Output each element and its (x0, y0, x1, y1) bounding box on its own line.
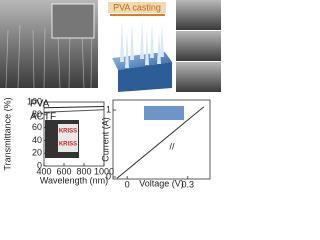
x-axis-label: Wavelength (nm) (40, 175, 108, 185)
x-axis-label: Voltage (V) (139, 178, 184, 188)
y-axis-label: Current (A) (100, 117, 110, 162)
plot-frame (112, 99, 211, 180)
y-tick-label: 40 (32, 135, 42, 145)
process-label-bg (108, 2, 166, 13)
x-tick-label: 0 (125, 179, 130, 189)
axis-break: // (169, 141, 175, 151)
data-line (43, 106, 105, 109)
data-line (43, 109, 105, 113)
x-tick-label: 800 (76, 166, 91, 176)
y-tick-label: 60 (32, 122, 42, 132)
figure: PVA casting KRISS KRISS // 400 600 800 1000… (0, 0, 221, 189)
y-tick-label: 0 (37, 160, 42, 170)
y-tick-label: 100 (27, 96, 42, 106)
x-tick-label: 0.3 (182, 179, 195, 189)
inset-text: KRISS (59, 142, 77, 148)
sem-image (176, 31, 221, 61)
schematic-side (118, 62, 172, 92)
legend-label: PVA (30, 99, 50, 110)
x-tick-label: 400 (36, 166, 51, 176)
plot-frame (43, 101, 105, 167)
inset-text: KRISS (59, 129, 77, 135)
legend-label: ACTF (30, 112, 56, 123)
x-tick-label: 1000 (94, 166, 114, 176)
y-tick-label: 20 (32, 148, 42, 158)
schematic-pillars (120, 20, 164, 68)
process-label: PVA casting (113, 2, 161, 12)
sample-photo-label (58, 124, 78, 152)
y-tick-label: 80 (32, 109, 42, 119)
sem-image (176, 0, 221, 30)
device-inset (144, 106, 184, 120)
sem-image (176, 62, 221, 92)
y-tick-label: 1 (106, 104, 111, 114)
data-line (116, 106, 205, 179)
sem-inset (51, 3, 95, 39)
x-tick-label: 600 (56, 166, 71, 176)
y-axis-label: Transmittance (%) (2, 97, 12, 170)
y-tick-label: 0 (106, 171, 111, 181)
